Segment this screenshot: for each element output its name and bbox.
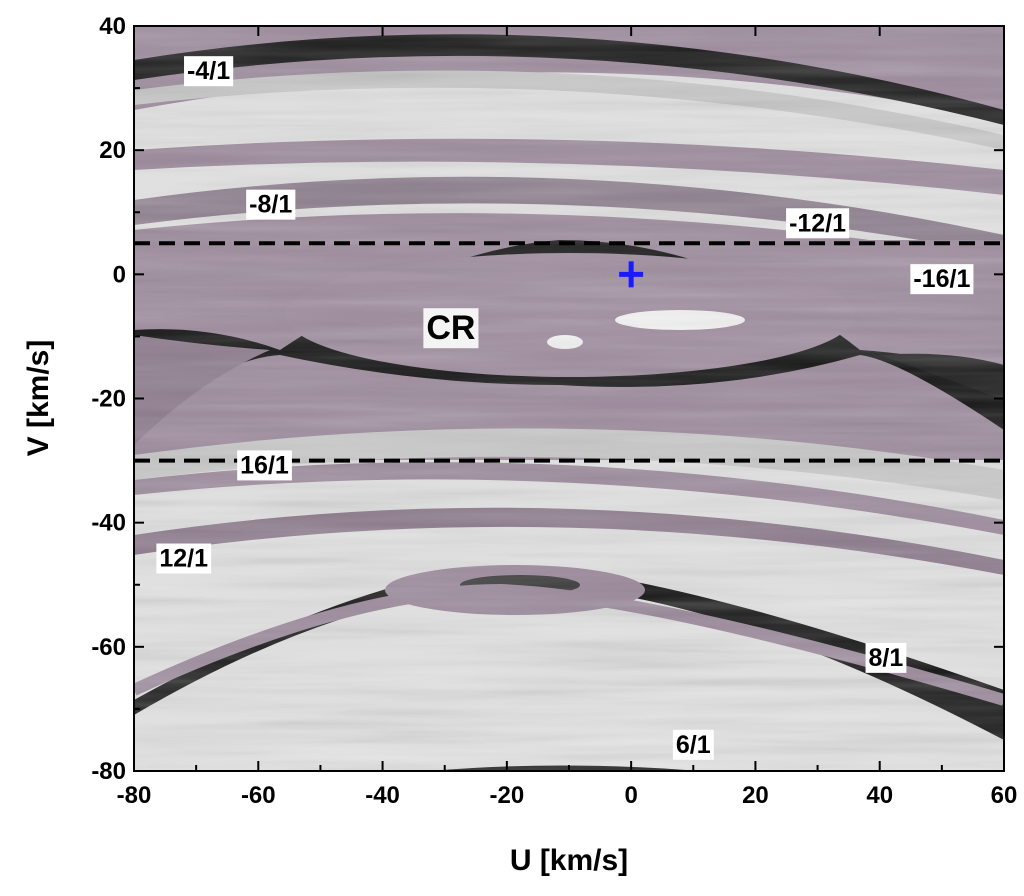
y-tick-label: 40	[99, 13, 126, 40]
y-tick-label: 0	[113, 261, 126, 288]
resonance-label: -8/1	[246, 189, 296, 220]
resonance-label-bg	[910, 264, 974, 295]
y-tick-label: -80	[91, 758, 126, 785]
resonance-label: -12/1	[786, 208, 850, 239]
resonance-label-text: 16/1	[240, 451, 289, 479]
x-tick-label: 20	[742, 782, 769, 809]
x-tick-label: 0	[624, 782, 637, 809]
x-tick-label: 40	[866, 782, 893, 809]
resonance-labels: -4/1 -8/1 -12/1 -16/1 CR 16/1 12/1 8/1 6/1	[156, 56, 974, 760]
resonance-label: -16/1	[910, 264, 974, 295]
resonance-label-text: CR	[426, 309, 475, 347]
plot-area	[134, 26, 1004, 771]
resonance-label-bg	[246, 189, 296, 220]
y-tick-label: -40	[91, 510, 126, 537]
sun-marker	[619, 261, 644, 288]
resonance-label-bg	[156, 543, 212, 574]
resonance-label-text: 8/1	[869, 644, 904, 672]
y-tick-label: 20	[99, 137, 126, 164]
x-tick-label: -60	[241, 782, 276, 809]
resonance-label: 8/1	[865, 642, 907, 673]
y-axis-title: V [km/s]	[22, 340, 55, 457]
resonance-label-bg	[237, 450, 292, 481]
resonance-label: 12/1	[156, 543, 212, 574]
resonance-label: CR	[423, 308, 479, 349]
resonance-label-bg	[786, 208, 850, 239]
x-tick-label: -20	[490, 782, 525, 809]
x-tick-label: -40	[365, 782, 400, 809]
resonance-label: -4/1	[184, 56, 234, 87]
x-axis-title: U [km/s]	[510, 844, 628, 877]
resonance-label-text: 6/1	[676, 731, 711, 759]
resonance-label-text: -8/1	[249, 191, 292, 219]
resonance-label-text: -4/1	[187, 57, 230, 85]
resonance-label: 16/1	[237, 450, 292, 481]
x-axis-ticks: -80 -60 -40 -20 0 20 40 60	[117, 26, 1018, 809]
y-tick-label: -20	[91, 386, 126, 413]
resonance-label-text: 12/1	[159, 545, 208, 573]
x-tick-label: 60	[991, 782, 1018, 809]
resonance-label-bg	[672, 729, 714, 760]
resonance-label-bg	[184, 56, 234, 87]
resonance-label-bg	[423, 308, 479, 349]
resonance-label-text: -16/1	[913, 265, 970, 293]
resonance-label-text: -12/1	[789, 209, 846, 237]
y-axis-ticks: 40 20 0 -20 -40 -60 -80	[91, 13, 1004, 785]
dashed-line-group	[134, 241, 1004, 463]
resonance-label: 6/1	[672, 729, 714, 760]
x-tick-label: -80	[117, 782, 152, 809]
resonance-label-bg	[865, 642, 907, 673]
y-tick-label: -60	[91, 634, 126, 661]
